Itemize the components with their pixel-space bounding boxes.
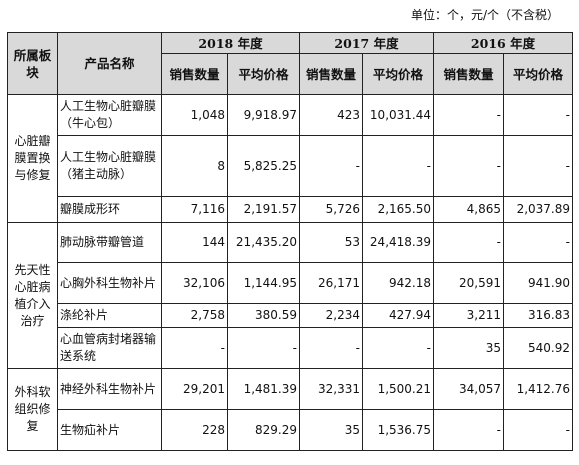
table-row: 心胸外科生物补片 32,106 1,144.95 26,171 942.18 2…	[8, 262, 573, 304]
value-cell: 1,048	[161, 94, 228, 136]
table-row: 涤纶补片 2,758 380.59 2,234 427.94 3,211 316…	[8, 303, 573, 328]
value-cell: -	[433, 135, 504, 197]
product-cell: 生物疝补片	[57, 409, 162, 451]
value-cell: -	[503, 94, 573, 136]
value-cell: 35	[433, 327, 504, 369]
value-cell: 1,500.21	[362, 368, 434, 410]
header-qty-2018: 销售数量	[161, 53, 228, 95]
unit-note: 单位：个，元/个（不含税）	[410, 8, 559, 22]
table-row: 心血管病封堵器输送系统 - - - - 35 540.92	[8, 327, 573, 369]
value-cell: 8	[161, 135, 228, 197]
product-cell: 肺动脉带瓣管道	[57, 222, 162, 263]
value-cell: 32,331	[299, 368, 363, 410]
value-cell: 829.29	[227, 409, 300, 451]
table-row: 先天性心脏病植介入治疗 肺动脉带瓣管道 144 21,435.20 53 24,…	[7, 222, 573, 369]
product-cell: 神经外科生物补片	[57, 368, 162, 410]
header-qty-2017: 销售数量	[299, 53, 363, 95]
value-cell: -	[433, 94, 504, 136]
value-cell: 53	[299, 222, 363, 263]
value-cell: 1,481.39	[227, 368, 300, 410]
value-cell: 2,037.89	[503, 196, 573, 223]
value-cell: 35	[299, 409, 363, 451]
value-cell: 3,211	[433, 303, 504, 328]
segment-cell: 外科软组织修复	[7, 368, 58, 451]
table-row: 心脏瓣膜置换与修复 人工生物心脏瓣膜（牛心包） 1,048 9,918.97 4…	[7, 94, 573, 223]
product-cell: 人工生物心脏瓣膜（牛心包）	[57, 94, 162, 136]
table-row: 生物疝补片 228 829.29 35 1,536.75 - -	[8, 409, 573, 451]
product-cell: 心血管病封堵器输送系统	[57, 327, 162, 369]
value-cell: 5,726	[299, 196, 363, 223]
header-qty-2016: 销售数量	[433, 53, 504, 95]
value-cell: 21,435.20	[227, 222, 300, 263]
header-price-2016: 平均价格	[503, 53, 573, 95]
value-cell: 20,591	[433, 262, 504, 304]
table-row: 人工生物心脏瓣膜（猪主动脉） 8 5,825.25 - - - -	[8, 135, 573, 197]
value-cell: 4,865	[433, 196, 504, 223]
value-cell: 24,418.39	[362, 222, 434, 263]
header-year-2017: 2017 年度	[299, 32, 434, 54]
product-cell: 涤纶补片	[57, 303, 162, 328]
value-cell: 427.94	[362, 303, 434, 328]
value-cell: -	[299, 135, 363, 197]
header-year-2018: 2018 年度	[161, 32, 300, 54]
value-cell: 941.90	[503, 262, 573, 304]
value-cell: 2,234	[299, 303, 363, 328]
value-cell: 7,116	[161, 196, 228, 223]
value-cell: 29,201	[161, 368, 228, 410]
value-cell: -	[362, 327, 434, 369]
product-cell: 人工生物心脏瓣膜（猪主动脉）	[57, 135, 162, 197]
segment-cell: 心脏瓣膜置换与修复	[7, 94, 58, 223]
header-row-years: 所属板块 产品名称 2018 年度 2017 年度 2016 年度	[7, 32, 573, 95]
value-cell: 32,106	[161, 262, 228, 304]
header-row-metrics: 销售数量 平均价格 销售数量 平均价格 销售数量 平均价格	[8, 53, 573, 95]
value-cell: 9,918.97	[227, 94, 300, 136]
value-cell: 540.92	[503, 327, 573, 369]
value-cell: -	[433, 409, 504, 451]
segment-cell: 先天性心脏病植介入治疗	[7, 222, 58, 369]
product-cell: 瓣膜成形环	[57, 196, 162, 223]
value-cell: -	[433, 222, 504, 263]
value-cell: 2,165.50	[362, 196, 434, 223]
value-cell: 2,758	[161, 303, 228, 328]
value-cell: 316.83	[503, 303, 573, 328]
header-price-2018: 平均价格	[227, 53, 300, 95]
value-cell: 1,536.75	[362, 409, 434, 451]
value-cell: 380.59	[227, 303, 300, 328]
value-cell: -	[362, 135, 434, 197]
value-cell: 34,057	[433, 368, 504, 410]
value-cell: 1,412.76	[503, 368, 573, 410]
header-product: 产品名称	[57, 32, 162, 95]
sales-table: 所属板块 产品名称 2018 年度 2017 年度 2016 年度 销售数量 平…	[7, 32, 573, 451]
value-cell: 228	[161, 409, 228, 451]
header-price-2017: 平均价格	[362, 53, 434, 95]
value-cell: -	[299, 327, 363, 369]
value-cell: 144	[161, 222, 228, 263]
value-cell: -	[227, 327, 300, 369]
value-cell: -	[161, 327, 228, 369]
table-row: 外科软组织修复 神经外科生物补片 29,201 1,481.39 32,331 …	[7, 368, 573, 451]
header-year-2016: 2016 年度	[433, 32, 573, 54]
value-cell: -	[503, 222, 573, 263]
table-row: 瓣膜成形环 7,116 2,191.57 5,726 2,165.50 4,86…	[8, 196, 573, 223]
value-cell: -	[503, 409, 573, 451]
product-cell: 心胸外科生物补片	[57, 262, 162, 304]
value-cell: 423	[299, 94, 363, 136]
value-cell: 26,171	[299, 262, 363, 304]
value-cell: 1,144.95	[227, 262, 300, 304]
value-cell: 10,031.44	[362, 94, 434, 136]
value-cell: 5,825.25	[227, 135, 300, 197]
header-segment: 所属板块	[7, 32, 58, 95]
value-cell: 2,191.57	[227, 196, 300, 223]
value-cell: -	[503, 135, 573, 197]
value-cell: 942.18	[362, 262, 434, 304]
